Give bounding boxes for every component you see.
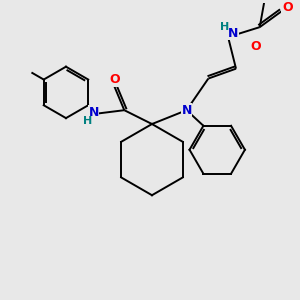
Text: O: O xyxy=(109,73,120,86)
Text: N: N xyxy=(88,106,99,119)
Text: O: O xyxy=(250,40,261,53)
Text: N: N xyxy=(182,104,192,117)
Text: H: H xyxy=(83,116,92,126)
Text: H: H xyxy=(220,22,229,32)
Text: O: O xyxy=(282,1,293,14)
Text: N: N xyxy=(228,27,238,40)
